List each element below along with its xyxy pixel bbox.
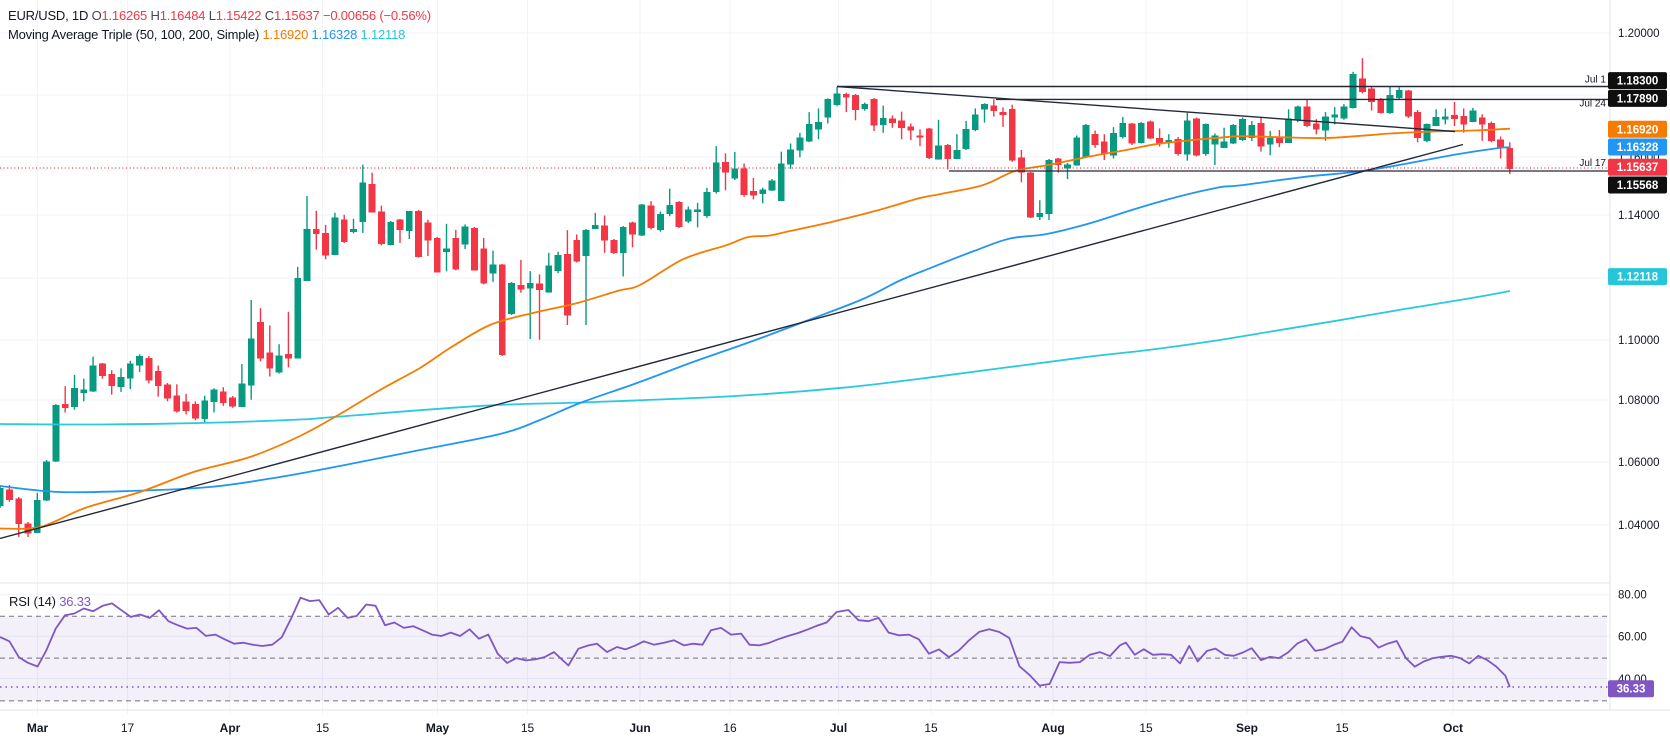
svg-text:1.12118: 1.12118 <box>1617 272 1659 284</box>
svg-text:Jul 17: Jul 17 <box>1579 158 1606 169</box>
svg-text:RSI (14) 36.33: RSI (14) 36.33 <box>9 594 91 609</box>
svg-text:1.04000: 1.04000 <box>1618 520 1660 532</box>
svg-text:15: 15 <box>316 721 330 735</box>
svg-text:1.10000: 1.10000 <box>1618 335 1660 347</box>
svg-text:Mar: Mar <box>27 721 49 735</box>
svg-text:1.06000: 1.06000 <box>1618 457 1660 469</box>
svg-text:Jul 24: Jul 24 <box>1579 99 1606 110</box>
svg-text:1.17890: 1.17890 <box>1617 93 1659 105</box>
svg-text:Jul: Jul <box>830 721 847 735</box>
svg-text:1.20000: 1.20000 <box>1618 28 1660 40</box>
svg-text:16: 16 <box>723 721 737 735</box>
svg-text:1.15637: 1.15637 <box>1617 162 1659 174</box>
svg-text:Jun: Jun <box>629 721 650 735</box>
svg-text:15: 15 <box>1335 721 1349 735</box>
svg-text:Jul 1: Jul 1 <box>1585 75 1607 86</box>
svg-text:1.08000: 1.08000 <box>1618 395 1660 407</box>
svg-text:1.16328: 1.16328 <box>1617 142 1659 154</box>
svg-text:Aug: Aug <box>1041 721 1064 735</box>
svg-text:60.00: 60.00 <box>1618 631 1647 643</box>
svg-text:Oct: Oct <box>1443 721 1463 735</box>
svg-text:1.15568: 1.15568 <box>1617 180 1659 192</box>
svg-text:Moving Average Triple (50, 100: Moving Average Triple (50, 100, 200, Sim… <box>8 27 405 42</box>
svg-text:15: 15 <box>924 721 938 735</box>
svg-text:17: 17 <box>121 721 135 735</box>
svg-text:80.00: 80.00 <box>1618 590 1647 602</box>
svg-text:1.18300: 1.18300 <box>1617 76 1659 88</box>
svg-text:1.14000: 1.14000 <box>1618 210 1660 222</box>
svg-text:15: 15 <box>521 721 535 735</box>
svg-text:36.33: 36.33 <box>1617 684 1646 696</box>
svg-text:Apr: Apr <box>220 721 241 735</box>
svg-text:May: May <box>426 721 450 735</box>
svg-text:15: 15 <box>1139 721 1153 735</box>
svg-text:Sep: Sep <box>1236 721 1258 735</box>
svg-text:EUR/USD, 1D O1.16265 H1.16484: EUR/USD, 1D O1.16265 H1.16484 L1.15422 C… <box>8 8 431 23</box>
svg-text:1.16920: 1.16920 <box>1617 124 1659 136</box>
